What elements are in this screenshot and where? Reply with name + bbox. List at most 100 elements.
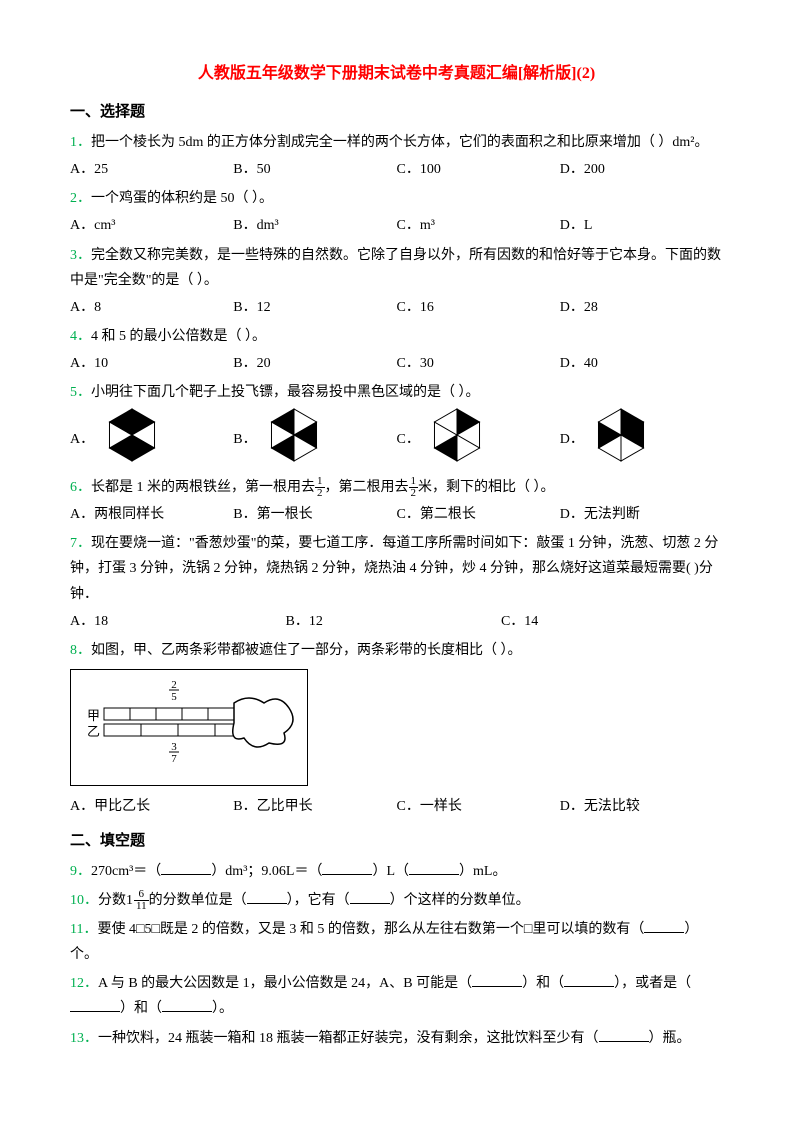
question-11: 11．要使 4□5□既是 2 的倍数，又是 3 和 5 的倍数，那么从左往右数第…	[70, 917, 723, 967]
question-number: 3．	[70, 248, 91, 263]
svg-text:5: 5	[171, 691, 177, 703]
option-b: B．20	[233, 351, 396, 376]
blank-input	[161, 860, 211, 875]
option-d: D．无法判断	[560, 502, 723, 527]
question-number: 9．	[70, 864, 91, 879]
svg-text:2: 2	[171, 679, 177, 691]
option-c: C．一样长	[397, 794, 560, 819]
question-number: 13．	[70, 1031, 98, 1046]
blank-input	[322, 860, 372, 875]
question-number: 10．	[70, 893, 98, 908]
option-d: D．40	[560, 351, 723, 376]
options-row: A．18 B．12 C．14	[70, 609, 723, 634]
question-number: 2．	[70, 191, 91, 206]
question-text: 一个鸡蛋的体积约是 50（ ）。	[91, 191, 273, 206]
options-row: A．8 B．12 C．16 D．28	[70, 295, 723, 320]
section-header-choice: 一、选择题	[70, 99, 723, 126]
question-text: 小明往下面几个靶子上投飞镖，最容易投中黑色区域的是（ ）。	[91, 385, 480, 400]
option-b: B．第一根长	[233, 502, 396, 527]
question-number: 7．	[70, 536, 91, 551]
hexagon-b-icon	[264, 408, 324, 471]
option-c: C．第二根长	[397, 502, 560, 527]
mixed-fraction-icon: 1611	[126, 888, 149, 913]
option-b: B．12	[233, 295, 396, 320]
question-1: 1．把一个棱长为 5dm 的正方体分割成完全一样的两个长方体，它们的表面积之和比…	[70, 130, 723, 182]
option-d: D．无法比较	[560, 794, 723, 819]
question-number: 4．	[70, 329, 91, 344]
options-row: A．甲比乙长 B．乙比甲长 C．一样长 D．无法比较	[70, 794, 723, 819]
option-c: C．14	[501, 609, 716, 634]
question-text: 长都是 1 米的两根铁丝，第一根用去	[91, 480, 315, 495]
question-number: 1．	[70, 135, 91, 150]
question-text: 现在要烧一道："香葱炒蛋"的菜，要七道工序．每道工序所需时间如下：敲蛋 1 分钟…	[70, 536, 718, 601]
question-number: 12．	[70, 976, 98, 991]
question-9: 9．270cm³＝（）dm³；9.06L＝（）L（）mL。	[70, 859, 723, 884]
question-8: 8．如图，甲、乙两条彩带都被遮住了一部分，两条彩带的长度相比（ ）。 2 5 甲…	[70, 638, 723, 820]
options-row: A．25 B．50 C．100 D．200	[70, 157, 723, 182]
question-text: 4 和 5 的最小公倍数是（ ）。	[91, 329, 266, 344]
blank-input	[472, 972, 522, 987]
blank-input	[564, 972, 614, 987]
blank-input	[644, 918, 684, 933]
options-row: A．cm³ B．dm³ C．m³ D．L	[70, 213, 723, 238]
question-6: 6．长都是 1 米的两根铁丝，第一根用去12，第二根用去12米，剩下的相比（ ）…	[70, 475, 723, 527]
question-number: 6．	[70, 480, 91, 495]
option-b: B．12	[285, 609, 500, 634]
option-a: A．	[70, 408, 233, 471]
question-7: 7．现在要烧一道："香葱炒蛋"的菜，要七道工序．每道工序所需时间如下：敲蛋 1 …	[70, 531, 723, 634]
svg-text:7: 7	[171, 753, 177, 765]
hexagon-d-icon	[591, 408, 651, 471]
option-d: D．200	[560, 157, 723, 182]
option-a: A．甲比乙长	[70, 794, 233, 819]
option-a: A．cm³	[70, 213, 233, 238]
svg-text:乙: 乙	[87, 724, 100, 739]
option-c: C．100	[397, 157, 560, 182]
question-2: 2．一个鸡蛋的体积约是 50（ ）。 A．cm³ B．dm³ C．m³ D．L	[70, 186, 723, 238]
svg-text:甲: 甲	[87, 708, 100, 723]
option-b: B．	[233, 408, 396, 471]
options-row: A．两根同样长 B．第一根长 C．第二根长 D．无法判断	[70, 502, 723, 527]
question-number: 8．	[70, 643, 91, 658]
question-13: 13．一种饮料，24 瓶装一箱和 18 瓶装一箱都正好装完，没有剩余，这批饮料至…	[70, 1026, 723, 1051]
hexagon-a-icon	[102, 408, 162, 471]
question-4: 4．4 和 5 的最小公倍数是（ ）。 A．10 B．20 C．30 D．40	[70, 324, 723, 376]
option-c: C．m³	[397, 213, 560, 238]
option-c: C．30	[397, 351, 560, 376]
options-row: A． B． C． D．	[70, 408, 723, 471]
question-number: 5．	[70, 385, 91, 400]
question-text: 如图，甲、乙两条彩带都被遮住了一部分，两条彩带的长度相比（ ）。	[91, 643, 522, 658]
question-5: 5．小明往下面几个靶子上投飞镖，最容易投中黑色区域的是（ ）。 A． B． C．…	[70, 380, 723, 470]
document-title: 人教版五年级数学下册期末试卷中考真题汇编[解析版](2)	[70, 60, 723, 89]
blank-input	[599, 1027, 649, 1042]
blank-input	[409, 860, 459, 875]
option-c: C．16	[397, 295, 560, 320]
option-b: B．50	[233, 157, 396, 182]
blank-input	[162, 997, 212, 1012]
option-b: B．乙比甲长	[233, 794, 396, 819]
option-a: A．两根同样长	[70, 502, 233, 527]
ribbon-svg-icon: 2 5 甲 乙 3 7	[79, 678, 299, 768]
section-header-fill: 二、填空题	[70, 828, 723, 855]
question-number: 11．	[70, 922, 97, 937]
option-d: D．28	[560, 295, 723, 320]
hexagon-c-icon	[427, 408, 487, 471]
ribbon-diagram: 2 5 甲 乙 3 7	[70, 669, 308, 786]
option-a: A．18	[70, 609, 285, 634]
blank-input	[350, 889, 390, 904]
question-text: 完全数又称完美数，是一些特殊的自然数。它除了自身以外，所有因数的和恰好等于它本身…	[70, 248, 721, 288]
options-row: A．10 B．20 C．30 D．40	[70, 351, 723, 376]
option-d: D．	[560, 408, 723, 471]
option-a: A．25	[70, 157, 233, 182]
option-d: D．L	[560, 213, 723, 238]
question-text: 把一个棱长为 5dm 的正方体分割成完全一样的两个长方体，它们的表面积之和比原来…	[91, 135, 708, 150]
question-12: 12．A 与 B 的最大公因数是 1，最小公倍数是 24，A、B 可能是（）和（…	[70, 971, 723, 1021]
fraction-icon: 12	[315, 476, 325, 499]
svg-text:3: 3	[171, 741, 177, 753]
option-b: B．dm³	[233, 213, 396, 238]
fraction-icon: 12	[409, 476, 419, 499]
blank-input	[247, 889, 287, 904]
question-3: 3．完全数又称完美数，是一些特殊的自然数。它除了自身以外，所有因数的和恰好等于它…	[70, 243, 723, 321]
option-a: A．8	[70, 295, 233, 320]
blank-input	[70, 997, 120, 1012]
option-c: C．	[397, 408, 560, 471]
